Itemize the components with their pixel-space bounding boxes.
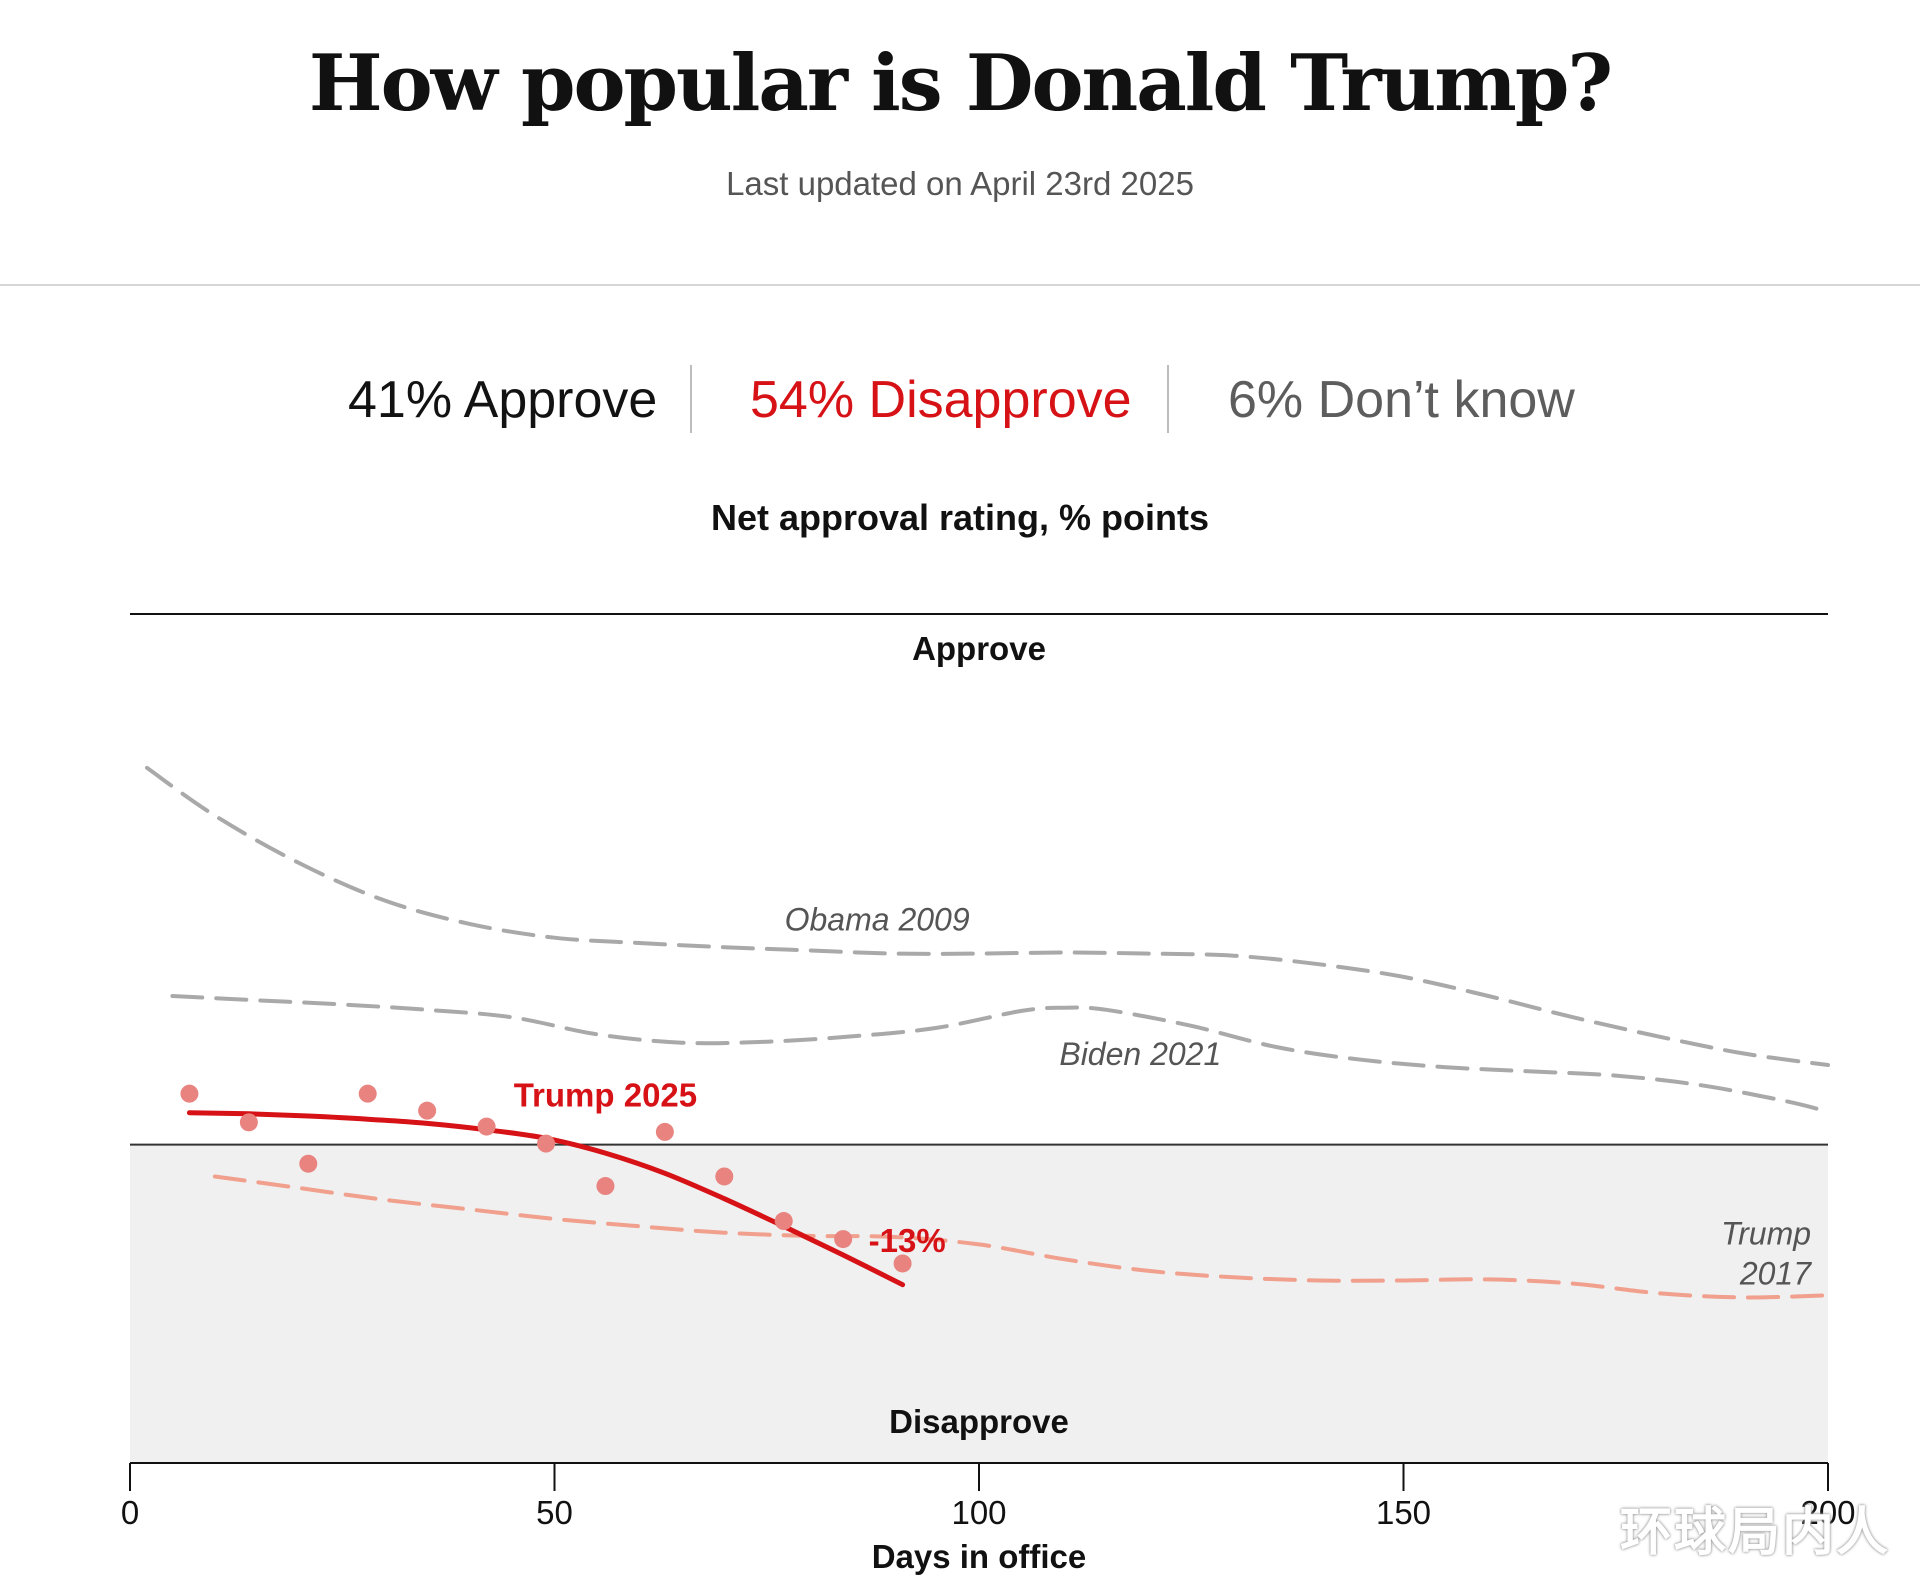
poll-point xyxy=(655,1122,674,1141)
poll-point xyxy=(834,1230,853,1249)
poll-point xyxy=(299,1154,318,1173)
x-tick-label: 0 xyxy=(121,1494,139,1531)
poll-point xyxy=(418,1101,437,1120)
poll-point xyxy=(239,1113,258,1132)
x-tick-label: 50 xyxy=(536,1494,573,1531)
series-label-biden-2021: Biden 2021 xyxy=(1059,1036,1221,1072)
poll-point xyxy=(180,1084,199,1103)
summary-divider xyxy=(690,365,692,433)
page-title: How popular is Donald Trump? xyxy=(308,38,1613,129)
poll-point xyxy=(477,1117,496,1136)
disapprove-stat: 54% Disapprove xyxy=(750,371,1132,429)
poll-point xyxy=(893,1254,912,1273)
series-line-biden-2021 xyxy=(170,994,1830,1114)
approve-zone-label: Approve xyxy=(912,630,1046,667)
disapprove-zone xyxy=(130,1144,1828,1463)
poll-point xyxy=(715,1167,734,1186)
x-tick-label: 100 xyxy=(951,1494,1006,1531)
x-axis-title: Days in office xyxy=(872,1538,1087,1575)
x-tick-label: 200 xyxy=(1800,1494,1855,1531)
summary-divider xyxy=(1167,365,1169,433)
x-tick-label: 150 xyxy=(1376,1494,1431,1531)
last-updated: Last updated on April 23rd 2025 xyxy=(726,165,1194,202)
poll-point xyxy=(537,1134,556,1153)
disapprove-zone-label: Disapprove xyxy=(889,1403,1069,1440)
poll-point xyxy=(358,1084,377,1103)
approve-stat: 41% Approve xyxy=(348,371,658,429)
header-divider xyxy=(0,284,1920,286)
dont-know-stat: 6% Don’t know xyxy=(1228,371,1575,429)
series-label-trump-2017-year: 2017 xyxy=(1739,1256,1812,1292)
series-label-obama-2009: Obama 2009 xyxy=(785,901,970,937)
chart-title: Net approval rating, % points xyxy=(710,497,1210,538)
approval-summary: 41% Approve 54% Disapprove 6% Don’t know xyxy=(0,360,1920,440)
watermark: 环球局内人 xyxy=(1620,1504,1891,1562)
series-line-trump-2017 xyxy=(212,1174,1830,1300)
series-line-obama-2009 xyxy=(145,765,1830,1067)
poll-point xyxy=(774,1212,793,1231)
series-label-trump-2017: Trump xyxy=(1721,1215,1811,1251)
poll-point xyxy=(596,1177,615,1196)
end-value-label: -13% xyxy=(869,1222,946,1259)
series-label-trump-2025: Trump 2025 xyxy=(514,1076,697,1113)
